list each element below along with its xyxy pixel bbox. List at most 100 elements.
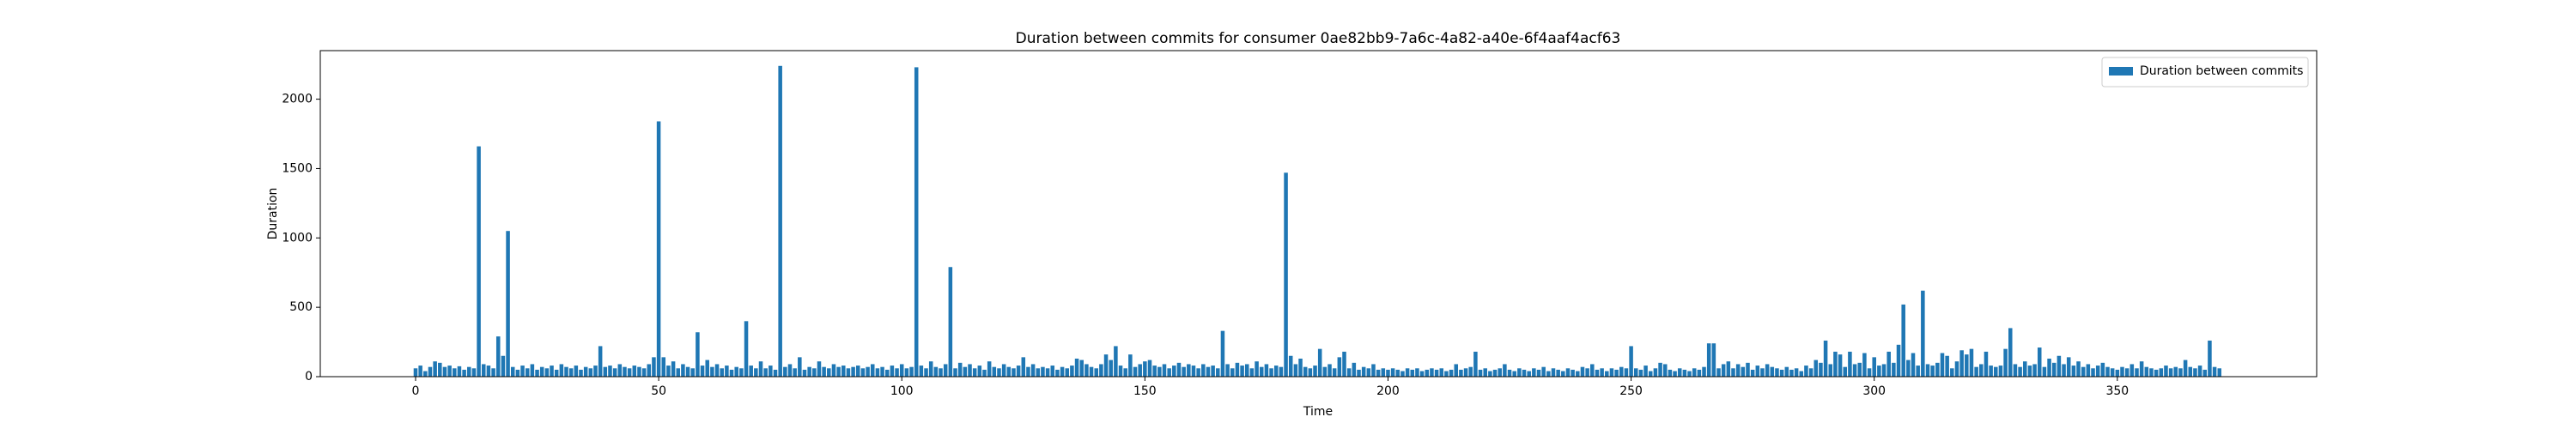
bar <box>1711 343 1716 377</box>
bar <box>700 366 705 377</box>
bar <box>690 368 696 377</box>
bar <box>2173 366 2178 377</box>
bar <box>793 368 797 377</box>
bar <box>734 366 738 377</box>
bar <box>2154 369 2159 377</box>
bar <box>1084 364 1089 377</box>
bar <box>714 364 720 377</box>
bar <box>2212 366 2217 377</box>
bar <box>928 361 933 377</box>
bar <box>841 366 846 377</box>
bar <box>1016 366 1021 377</box>
bar <box>1099 364 1103 377</box>
bar <box>2149 368 2154 377</box>
bar <box>1950 368 1954 377</box>
bar <box>477 146 481 377</box>
bar <box>1862 353 1867 377</box>
bar <box>1366 368 1371 377</box>
bar <box>681 364 685 377</box>
bar <box>666 366 671 377</box>
bar <box>1332 368 1337 377</box>
x-tick-label: 350 <box>2105 384 2129 398</box>
bar <box>491 368 495 377</box>
bar <box>963 366 968 377</box>
bar <box>2217 368 2222 377</box>
bar <box>720 368 724 377</box>
bar <box>696 332 700 377</box>
bar <box>539 366 544 377</box>
bar <box>1682 369 1687 377</box>
x-tick-label: 0 <box>412 384 420 398</box>
bar <box>2008 328 2013 377</box>
bar <box>1741 366 1746 377</box>
bar <box>1473 351 1478 377</box>
bar <box>1211 366 1215 377</box>
bar <box>875 368 880 377</box>
bar <box>1852 364 1857 377</box>
bar <box>603 366 608 377</box>
bar <box>1571 369 1575 377</box>
bar <box>1449 369 1454 377</box>
bar <box>1974 366 1978 377</box>
bar <box>1658 362 1662 377</box>
y-axis-label: Duration <box>266 188 280 240</box>
bar <box>685 366 690 377</box>
bar <box>1352 362 1357 377</box>
bar <box>2124 368 2129 377</box>
bar <box>1483 368 1487 377</box>
bar <box>1848 351 1852 377</box>
bar <box>769 366 773 377</box>
bar <box>1191 366 1196 377</box>
bar <box>1994 366 1998 377</box>
bar <box>1735 364 1741 377</box>
bar <box>2086 364 2091 377</box>
bar <box>1094 368 1098 377</box>
bar <box>1784 366 1789 377</box>
bar <box>1765 364 1770 377</box>
bar <box>1176 362 1182 377</box>
bar <box>1430 368 1434 377</box>
bar <box>1244 364 1249 377</box>
bar <box>851 366 855 377</box>
bar <box>798 357 802 377</box>
bar <box>1624 368 1629 377</box>
bar <box>1303 366 1308 377</box>
legend-label: Duration between commits <box>2140 64 2303 78</box>
bar <box>554 369 559 377</box>
bar <box>574 366 579 377</box>
bar <box>632 366 637 377</box>
bar <box>1814 360 1819 377</box>
bar <box>471 368 477 377</box>
bar <box>418 366 422 377</box>
bar <box>2197 366 2202 377</box>
bar <box>783 366 787 377</box>
bar <box>2188 366 2193 377</box>
bar <box>997 368 1001 377</box>
bar <box>1361 366 1366 377</box>
bar <box>2100 362 2105 377</box>
bar <box>754 368 758 377</box>
bar <box>1823 340 1828 377</box>
bar <box>1225 364 1230 377</box>
bar <box>1546 371 1551 377</box>
bar <box>1390 368 1395 377</box>
x-tick-label: 100 <box>890 384 914 398</box>
bar <box>1050 366 1055 377</box>
bar <box>1395 369 1400 377</box>
bar <box>1041 366 1045 377</box>
bar <box>1989 366 1993 377</box>
bar <box>1172 366 1176 377</box>
bar <box>1298 358 1303 377</box>
bar <box>520 366 525 377</box>
bar <box>1984 351 1989 377</box>
bar <box>1629 346 1633 377</box>
bar <box>2062 364 2066 377</box>
bar <box>559 364 564 377</box>
bar <box>1109 360 1113 377</box>
bar <box>2178 368 2183 377</box>
legend: Duration between commits <box>2101 57 2309 88</box>
bar <box>641 368 647 377</box>
bar <box>1284 172 1288 377</box>
bar <box>1522 369 1527 377</box>
